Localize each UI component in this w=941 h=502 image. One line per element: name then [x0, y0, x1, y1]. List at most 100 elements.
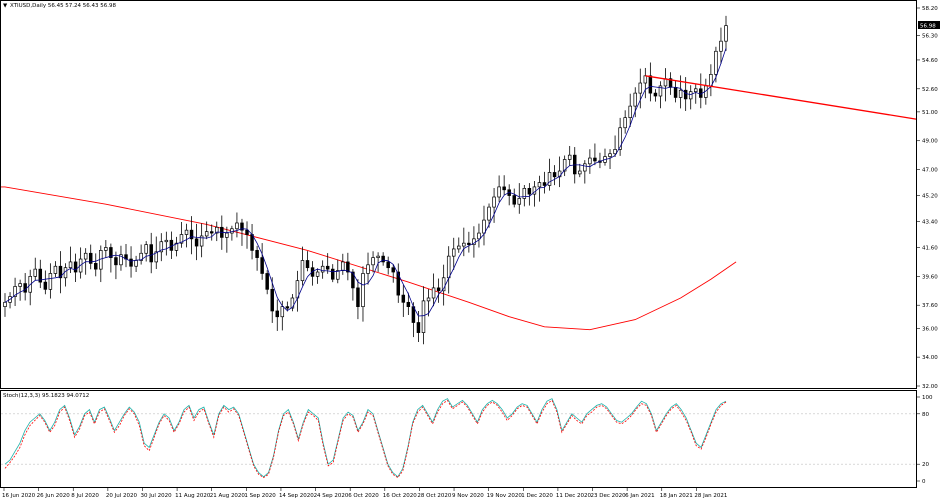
candle-down	[194, 238, 199, 247]
x-tick-label: 30 Jul 2020	[140, 493, 172, 499]
candle-up	[608, 153, 612, 157]
x-tick-label: 23 Dec 2020	[591, 493, 627, 499]
candle-down	[552, 172, 557, 178]
candle-up	[179, 234, 184, 244]
candle-down	[245, 229, 249, 235]
candle-down	[502, 186, 506, 191]
candle-up	[225, 232, 229, 238]
candle-up	[588, 157, 592, 165]
x-tick-label: 21 Aug 2020	[210, 493, 246, 499]
oscillator-panel-frame	[0, 390, 917, 488]
candle-down	[401, 294, 406, 303]
y-tick-label: 58.20	[922, 6, 938, 12]
x-tick-label: 20 Jul 2020	[106, 493, 138, 499]
candle-up	[3, 301, 7, 307]
current-price-label: 56.98	[920, 24, 936, 30]
candle-up	[441, 277, 446, 292]
x-tick-label: 18 Jan 2021	[660, 493, 693, 499]
x-tick-label: 1 Dec 2020	[521, 493, 553, 499]
candle-up	[320, 265, 325, 273]
current-price-badge	[918, 21, 940, 29]
candle-up	[159, 241, 164, 253]
candle-up	[366, 264, 370, 274]
candle-up	[714, 50, 718, 75]
x-tick-label: 6 Jan 2021	[625, 493, 654, 499]
candle-down	[114, 257, 118, 266]
candle-up	[567, 154, 572, 160]
candle-up	[487, 206, 491, 221]
osc-tick-label: 20	[922, 462, 929, 468]
candle-up	[522, 187, 527, 199]
candle-up	[235, 222, 239, 230]
candle-up	[421, 300, 426, 333]
candle-down	[189, 229, 194, 240]
candle-up	[361, 273, 365, 307]
candle-down	[265, 273, 269, 290]
candle-up	[83, 252, 88, 260]
x-tick-label: 28 Oct 2020	[417, 493, 452, 499]
candle-down	[149, 244, 153, 263]
x-tick-label: 1 Sep 2020	[244, 493, 276, 499]
candle-up	[633, 92, 637, 107]
candle-down	[43, 281, 48, 290]
candle-up	[154, 251, 158, 263]
candle-down	[406, 301, 411, 307]
candle-down	[542, 182, 547, 186]
candle-down	[73, 261, 78, 273]
symbol-info: XTIUSD,Daily 56.45 57.24 56.43 56.98	[10, 3, 117, 9]
candle-up	[477, 232, 481, 240]
candle-up	[451, 248, 456, 257]
candle-up	[547, 172, 552, 186]
stochastic-lines	[4, 398, 727, 479]
candle-down	[23, 283, 27, 293]
x-tick-label: 28 Jan 2021	[694, 493, 727, 499]
candle-up	[199, 235, 204, 247]
candle-up	[230, 228, 234, 234]
candle-down	[416, 322, 421, 333]
candle-down	[129, 258, 133, 267]
candle-up	[68, 261, 73, 269]
symbol-dropdown-arrow[interactable]: ▼	[3, 3, 8, 9]
candle-down	[310, 267, 315, 277]
candle-up	[13, 286, 17, 297]
candle-down	[683, 89, 688, 100]
candle-down	[648, 75, 653, 94]
y-tick-label: 39.60	[922, 274, 938, 280]
candle-up	[583, 163, 587, 172]
candle-down	[109, 247, 113, 258]
moving-average-long	[1, 186, 737, 331]
candle-down	[593, 157, 597, 162]
candle-up	[724, 25, 728, 42]
candle-up	[290, 297, 295, 309]
oscillator-axis: 100 80 20 0	[916, 395, 933, 485]
x-tick-label: 6 Oct 2020	[348, 493, 379, 499]
candle-up	[431, 287, 436, 299]
x-tick-label: 24 Sep 2020	[314, 493, 349, 499]
candle-up	[688, 91, 693, 100]
candle-up	[174, 242, 179, 251]
x-tick-label: 9 Nov 2020	[452, 493, 484, 499]
candle-up	[215, 226, 219, 234]
candle-down	[255, 250, 259, 258]
trendline	[645, 75, 917, 120]
candle-up	[623, 117, 627, 129]
candle-up	[638, 82, 643, 94]
candle-down	[270, 288, 274, 312]
y-tick-label: 56.30	[922, 33, 938, 39]
candle-up	[678, 89, 683, 98]
candle-down	[386, 261, 390, 269]
osc-tick-label: 80	[922, 412, 929, 418]
candle-up	[462, 242, 466, 247]
candle-up	[336, 270, 340, 280]
x-tick-label: 16 Oct 2020	[383, 493, 418, 499]
candle-up	[119, 254, 123, 266]
candle-up	[457, 245, 461, 250]
y-tick-label: 49.00	[922, 139, 938, 145]
candle-up	[139, 252, 143, 261]
main-panel-frame	[0, 0, 917, 389]
candle-down	[260, 257, 264, 274]
candle-up	[562, 159, 567, 172]
candle-up	[643, 75, 648, 84]
candle-up	[472, 238, 476, 245]
